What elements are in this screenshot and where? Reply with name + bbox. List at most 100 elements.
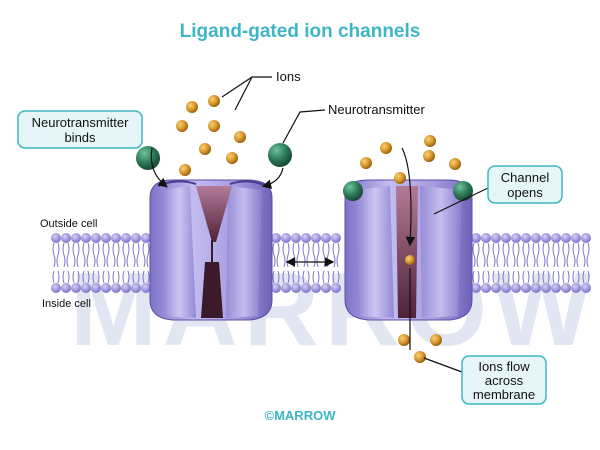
ion: [394, 172, 406, 184]
lipid-head: [271, 283, 281, 293]
lipid-head: [291, 233, 301, 243]
lipid-head: [511, 233, 521, 243]
inside-cell-label: Inside cell: [42, 298, 91, 310]
lipid-head: [501, 233, 511, 243]
lipid-head: [521, 283, 531, 293]
ion: [424, 135, 436, 147]
lipid-tail: [112, 242, 120, 284]
lipid-tail: [72, 242, 80, 284]
ligand-free-right: [268, 143, 292, 167]
lipid-head: [491, 283, 501, 293]
lipid-head: [291, 283, 301, 293]
lipid-head: [101, 283, 111, 293]
callout-text: across: [485, 373, 524, 388]
lipid-tail: [132, 242, 140, 284]
callout-neurotransmitter-binds: Neurotransmitter binds: [17, 110, 143, 149]
callout-text: membrane: [473, 387, 535, 402]
lipid-head: [121, 233, 131, 243]
lipid-head: [131, 283, 141, 293]
ion: [176, 120, 188, 132]
lipid-bilayer: [51, 233, 591, 293]
callout-text: Channel: [501, 170, 550, 185]
lipid-head: [481, 233, 491, 243]
lipid-tail: [52, 242, 60, 284]
lipid-tail: [62, 242, 70, 284]
ion-in-pore: [405, 255, 415, 265]
lipid-tail: [302, 242, 310, 284]
brand-text: ©MARROW: [265, 408, 337, 423]
lipid-tail: [492, 242, 500, 284]
lipid-head: [521, 233, 531, 243]
lipid-tail: [582, 242, 590, 284]
ion: [360, 157, 372, 169]
callout-text: opens: [507, 185, 543, 200]
lipid-head: [51, 233, 61, 243]
ligand-bound-left: [343, 181, 363, 201]
lipid-head: [581, 283, 591, 293]
lipid-head: [581, 233, 591, 243]
pointer-lines: [150, 76, 489, 373]
lipid-tail: [322, 242, 330, 284]
lipid-head: [131, 233, 141, 243]
lipid-head: [281, 283, 291, 293]
lipid-head: [71, 283, 81, 293]
ligand-bound-right: [453, 181, 473, 201]
callout-text: binds: [64, 130, 96, 145]
lipid-tail: [332, 242, 340, 284]
lipid-tail: [532, 242, 540, 284]
ion: [449, 158, 461, 170]
ion: [423, 150, 435, 162]
lipid-head: [331, 283, 341, 293]
lipid-head: [551, 233, 561, 243]
lipid-head: [321, 283, 331, 293]
lipid-tail: [522, 242, 530, 284]
ions: [176, 95, 461, 363]
lipid-head: [491, 233, 501, 243]
ions-label: Ions: [276, 69, 301, 84]
lipid-tail: [122, 242, 130, 284]
lipid-tail: [272, 242, 280, 284]
lipid-tail: [312, 242, 320, 284]
lipid-tail: [292, 242, 300, 284]
callout-text: Ions flow: [478, 359, 530, 374]
neurotransmitter-label: Neurotransmitter: [328, 102, 425, 117]
lipid-head: [331, 233, 341, 243]
lipid-head: [91, 283, 101, 293]
lipid-tail: [562, 242, 570, 284]
lipid-head: [61, 283, 71, 293]
ion: [414, 351, 426, 363]
ion: [199, 143, 211, 155]
diagram-title: Ligand-gated ion channels: [180, 21, 421, 42]
ion: [398, 334, 410, 346]
lipid-head: [571, 283, 581, 293]
lipid-head: [571, 233, 581, 243]
lipid-head: [541, 283, 551, 293]
ion: [430, 334, 442, 346]
lipid-head: [111, 233, 121, 243]
lipid-head: [511, 283, 521, 293]
lipid-head: [121, 283, 131, 293]
outside-cell-label: Outside cell: [40, 218, 97, 230]
ligands: [136, 143, 473, 201]
ion: [226, 152, 238, 164]
closed-channel: [149, 179, 273, 321]
lipid-tail: [472, 242, 480, 284]
ion: [208, 95, 220, 107]
lipid-head: [301, 233, 311, 243]
lipid-head: [61, 233, 71, 243]
lipid-head: [281, 233, 291, 243]
lipid-head: [541, 233, 551, 243]
lipid-head: [81, 283, 91, 293]
lipid-head: [311, 233, 321, 243]
lipid-tail: [282, 242, 290, 284]
lipid-tail: [482, 242, 490, 284]
lipid-head: [311, 283, 321, 293]
lipid-head: [321, 233, 331, 243]
lipid-head: [561, 283, 571, 293]
lipid-head: [51, 283, 61, 293]
lipid-head: [101, 233, 111, 243]
lipid-head: [91, 233, 101, 243]
lipid-tail: [542, 242, 550, 284]
